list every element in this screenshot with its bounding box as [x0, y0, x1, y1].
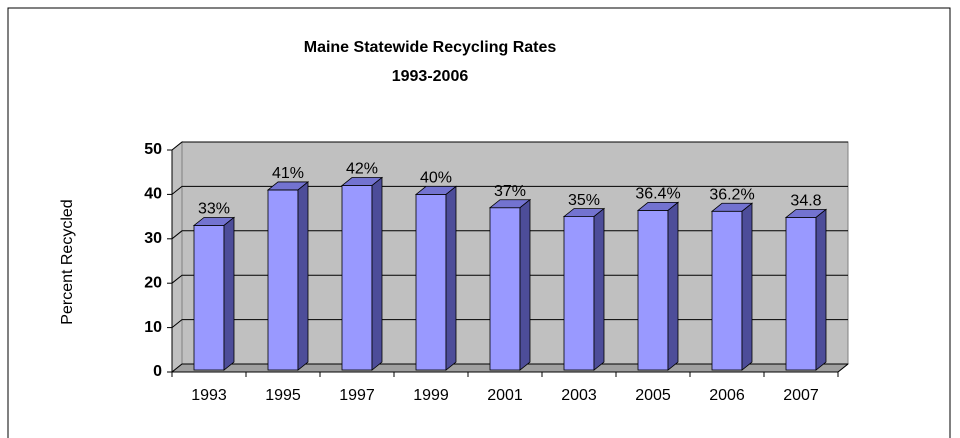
- chart-title: Maine Statewide Recycling Rates: [304, 39, 557, 56]
- bar-side: [223, 216, 235, 371]
- bar-side: [667, 201, 679, 371]
- grid-line: [171, 185, 848, 195]
- bar-side: [297, 181, 309, 371]
- bar-side: [371, 176, 383, 371]
- side-wall: [171, 140, 183, 374]
- y-tick-label: 40: [144, 186, 162, 203]
- y-tick-label: 20: [144, 274, 162, 291]
- grid-line: [171, 230, 848, 240]
- bar: [489, 207, 521, 371]
- bar-side: [445, 185, 457, 371]
- value-label: 36.4%: [635, 186, 680, 203]
- bar: [415, 193, 447, 371]
- bar-side: [815, 208, 827, 371]
- bar: [267, 189, 299, 371]
- chart-border: [7, 7, 951, 438]
- bar-side: [519, 198, 531, 371]
- value-label: 34.8: [790, 193, 821, 210]
- y-tick-label: 10: [144, 319, 162, 336]
- value-label: 35%: [568, 192, 600, 209]
- y-tick-label: 0: [153, 363, 162, 380]
- value-label: 33%: [198, 201, 230, 218]
- chart-subtitle: 1993-2006: [392, 68, 469, 85]
- x-tick-label: 2003: [561, 387, 597, 404]
- x-tick-label: 1995: [265, 387, 301, 404]
- grid-line: [171, 319, 848, 328]
- bar: [785, 217, 817, 371]
- bar-side: [593, 207, 605, 371]
- value-label: 36.2%: [709, 186, 754, 203]
- y-axis-label: Percent Recycled: [59, 199, 76, 324]
- x-tick-label: 2001: [487, 387, 523, 404]
- x-tick-label: 2006: [709, 387, 745, 404]
- x-tick-label: 2007: [783, 387, 819, 404]
- bar: [711, 210, 743, 371]
- bar-side: [741, 202, 753, 371]
- bar: [341, 185, 373, 371]
- value-label: 40%: [420, 170, 452, 187]
- x-tick-label: 1993: [191, 387, 227, 404]
- value-label: 37%: [494, 183, 526, 200]
- y-tick-label: 30: [144, 230, 162, 247]
- x-tick-label: 2005: [635, 387, 671, 404]
- grid-line: [171, 363, 848, 373]
- y-tick-label: 50: [144, 141, 162, 158]
- grid-line: [171, 274, 848, 284]
- x-tick-label: 1997: [339, 387, 375, 404]
- x-axis-end: [837, 363, 849, 373]
- x-tick-label: 1999: [413, 387, 449, 404]
- bar: [193, 225, 225, 371]
- value-label: 42%: [346, 161, 378, 178]
- grid-line: [171, 141, 848, 151]
- value-label: 41%: [272, 165, 304, 182]
- bar: [563, 216, 595, 371]
- bar: [637, 209, 669, 371]
